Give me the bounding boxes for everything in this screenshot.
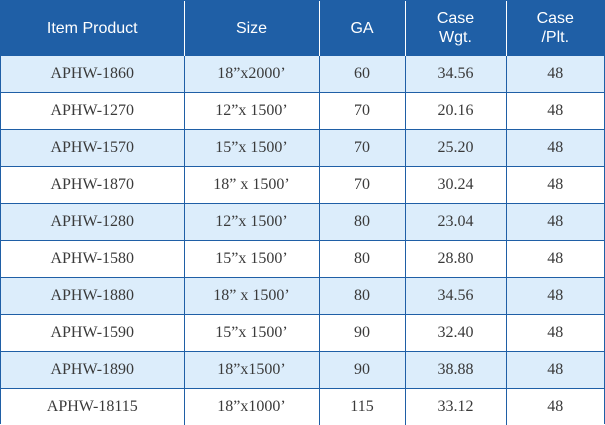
header-ga: GA [319, 1, 405, 56]
cell-item: APHW-1890 [1, 352, 184, 389]
cell-case-per-pallet: 48 [506, 241, 604, 278]
cell-size: 12”x 1500’ [184, 204, 319, 241]
cell-case-weight: 20.16 [405, 93, 506, 130]
cell-case-per-pallet: 48 [506, 204, 604, 241]
cell-case-weight: 33.12 [405, 389, 506, 425]
header-row: Item Product Size GA Case Wgt. Case /Plt… [1, 1, 604, 56]
cell-ga: 90 [319, 315, 405, 352]
table-row: APHW-1880 18” x 1500’ 80 34.56 48 [1, 278, 604, 315]
header-size-line1: Size [236, 20, 267, 37]
cell-case-per-pallet: 48 [506, 389, 604, 425]
cell-ga: 70 [319, 93, 405, 130]
cell-item: APHW-1580 [1, 241, 184, 278]
cell-ga: 80 [319, 241, 405, 278]
table-row: APHW-1590 15”x 1500’ 90 32.40 48 [1, 315, 604, 352]
cell-case-weight: 30.24 [405, 167, 506, 204]
cell-ga: 80 [319, 278, 405, 315]
header-case-per-pallet: Case /Plt. [506, 1, 604, 56]
cell-case-per-pallet: 48 [506, 130, 604, 167]
table-row: APHW-18115 18”x1000’ 115 33.12 48 [1, 389, 604, 425]
cell-size: 15”x 1500’ [184, 315, 319, 352]
cell-case-weight: 28.80 [405, 241, 506, 278]
cell-ga: 115 [319, 389, 405, 425]
cell-size: 18” x 1500’ [184, 167, 319, 204]
cell-case-per-pallet: 48 [506, 56, 604, 93]
header-item-product: Item Product [1, 1, 184, 56]
cell-case-weight: 23.04 [405, 204, 506, 241]
cell-case-per-pallet: 48 [506, 315, 604, 352]
table-body: APHW-1860 18”x2000’ 60 34.56 48 APHW-127… [1, 56, 604, 425]
cell-case-per-pallet: 48 [506, 352, 604, 389]
cell-size: 15”x 1500’ [184, 130, 319, 167]
cell-item: APHW-1270 [1, 93, 184, 130]
header-case-per-pallet-line2: /Plt. [541, 29, 569, 46]
cell-size: 15”x 1500’ [184, 241, 319, 278]
cell-ga: 60 [319, 56, 405, 93]
cell-case-per-pallet: 48 [506, 167, 604, 204]
cell-case-weight: 32.40 [405, 315, 506, 352]
cell-item: APHW-1570 [1, 130, 184, 167]
cell-size: 18”x1000’ [184, 389, 319, 425]
cell-case-per-pallet: 48 [506, 93, 604, 130]
cell-ga: 70 [319, 130, 405, 167]
cell-case-weight: 34.56 [405, 278, 506, 315]
cell-item: APHW-1880 [1, 278, 184, 315]
header-item-product-line1: Item Product [47, 20, 138, 37]
cell-case-per-pallet: 48 [506, 278, 604, 315]
cell-size: 18”x1500’ [184, 352, 319, 389]
table-row: APHW-1270 12”x 1500’ 70 20.16 48 [1, 93, 604, 130]
cell-item: APHW-1590 [1, 315, 184, 352]
cell-case-weight: 34.56 [405, 56, 506, 93]
cell-item: APHW-18115 [1, 389, 184, 425]
cell-ga: 90 [319, 352, 405, 389]
table-header: Item Product Size GA Case Wgt. Case /Plt… [1, 1, 604, 56]
table-row: APHW-1570 15”x 1500’ 70 25.20 48 [1, 130, 604, 167]
cell-case-weight: 38.88 [405, 352, 506, 389]
cell-size: 18” x 1500’ [184, 278, 319, 315]
header-size: Size [184, 1, 319, 56]
header-case-per-pallet-line1: Case [537, 10, 574, 27]
cell-ga: 70 [319, 167, 405, 204]
table-row: APHW-1860 18”x2000’ 60 34.56 48 [1, 56, 604, 93]
header-ga-line1: GA [350, 20, 373, 37]
cell-item: APHW-1280 [1, 204, 184, 241]
cell-ga: 80 [319, 204, 405, 241]
cell-item: APHW-1870 [1, 167, 184, 204]
header-case-weight: Case Wgt. [405, 1, 506, 56]
table-row: APHW-1870 18” x 1500’ 70 30.24 48 [1, 167, 604, 204]
cell-size: 12”x 1500’ [184, 93, 319, 130]
table-row: APHW-1890 18”x1500’ 90 38.88 48 [1, 352, 604, 389]
header-case-weight-line2: Wgt. [439, 29, 472, 46]
table-row: APHW-1580 15”x 1500’ 80 28.80 48 [1, 241, 604, 278]
table-row: APHW-1280 12”x 1500’ 80 23.04 48 [1, 204, 604, 241]
cell-item: APHW-1860 [1, 56, 184, 93]
header-case-weight-line1: Case [437, 10, 474, 27]
cell-size: 18”x2000’ [184, 56, 319, 93]
cell-case-weight: 25.20 [405, 130, 506, 167]
